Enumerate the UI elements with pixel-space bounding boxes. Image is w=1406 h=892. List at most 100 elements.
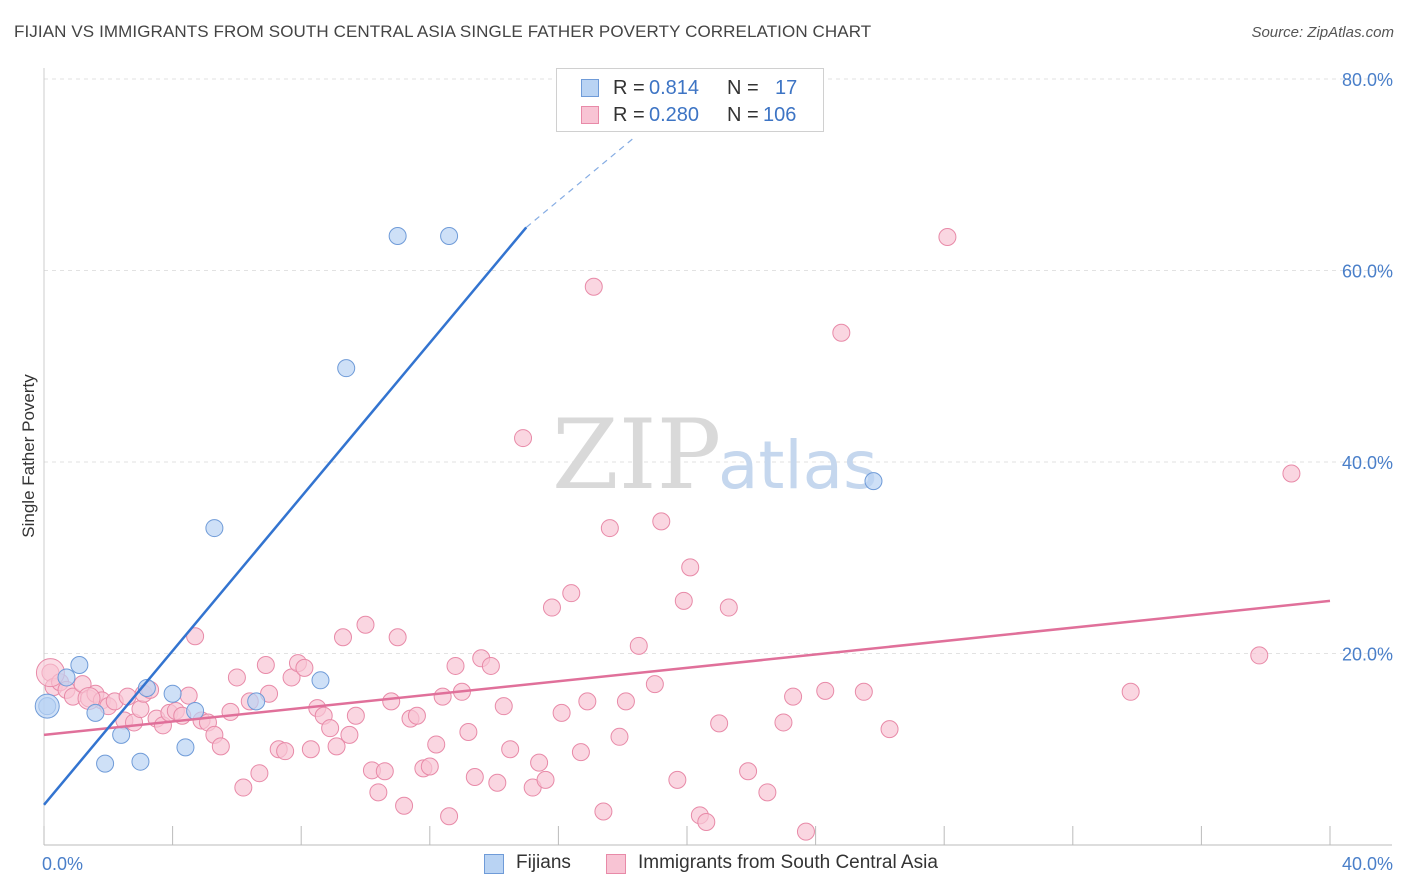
- watermark-zip: ZIP: [552, 399, 721, 511]
- legend-swatch-blue: [581, 79, 599, 97]
- legend-row-immigrants: R = 0.280 N = 106: [557, 102, 823, 128]
- immigrants-point: [179, 686, 198, 705]
- immigrants-point: [645, 675, 664, 694]
- immigrants-point: [774, 713, 793, 732]
- immigrants-point: [459, 723, 478, 742]
- immigrants-point: [796, 822, 815, 841]
- bottom-legend-label: Immigrants from South Central Asia: [638, 852, 938, 873]
- immigrants-point: [420, 757, 439, 776]
- immigrants-point: [710, 714, 729, 733]
- immigrants-point: [938, 227, 957, 246]
- immigrants-point: [276, 742, 295, 761]
- fijians-points: [34, 227, 883, 773]
- legend-n-label: N =: [727, 104, 759, 126]
- fijians-trend-line: [43, 226, 528, 806]
- immigrants-point: [571, 743, 590, 762]
- immigrants-point: [256, 655, 275, 674]
- y-axis-title: Single Father Poverty: [19, 374, 38, 538]
- immigrants-point: [250, 764, 269, 783]
- immigrants-point: [1121, 682, 1140, 701]
- immigrants-point: [295, 658, 314, 677]
- legend-r-value: 0.814: [649, 77, 700, 99]
- legend-r-value: 0.280: [649, 104, 700, 126]
- fijians-point: [96, 754, 115, 773]
- immigrants-point: [652, 512, 671, 531]
- legend-swatch-pink: [581, 106, 599, 124]
- x-tick-label: 0.0%: [42, 854, 83, 874]
- legend-r-label: R =: [613, 77, 645, 99]
- watermark-atlas: atlas: [718, 427, 878, 504]
- immigrants-point: [427, 735, 446, 754]
- bottom-legend-label: Fijians: [516, 852, 571, 873]
- legend-n-value: 17: [775, 77, 798, 99]
- immigrants-point: [221, 702, 240, 721]
- immigrants-point: [600, 519, 619, 538]
- immigrants-point: [578, 692, 597, 711]
- chart-title: FIJIAN VS IMMIGRANTS FROM SOUTH CENTRAL …: [14, 22, 872, 41]
- immigrants-point: [301, 740, 320, 759]
- immigrants-point: [697, 813, 716, 832]
- immigrants-point: [186, 627, 205, 646]
- immigrants-point: [465, 768, 484, 787]
- immigrants-point: [1250, 646, 1269, 665]
- fijians-point: [337, 359, 356, 378]
- fijians-point: [131, 752, 150, 771]
- immigrants-point: [552, 703, 571, 722]
- immigrants-point: [488, 773, 507, 792]
- immigrants-point: [395, 796, 414, 815]
- immigrants-point: [668, 770, 687, 789]
- grid: [44, 78, 1392, 654]
- immigrants-point: [375, 762, 394, 781]
- immigrants-trend-line: [43, 599, 1331, 737]
- immigrants-point: [321, 719, 340, 738]
- immigrants-point: [333, 628, 352, 647]
- correlation-legend: R = 0.814 N = 17 R = 0.280 N = 106: [556, 68, 824, 132]
- fijians-point: [57, 668, 76, 687]
- immigrants-point: [234, 778, 253, 797]
- fijians-point: [247, 692, 266, 711]
- immigrants-point: [594, 802, 613, 821]
- fijians-point: [137, 678, 156, 697]
- immigrants-point: [388, 628, 407, 647]
- immigrants-point: [739, 762, 758, 781]
- x-tick-label: 40.0%: [1342, 854, 1393, 874]
- fijians-point: [176, 738, 195, 757]
- immigrants-point: [1282, 464, 1301, 483]
- legend-swatch-blue: [484, 854, 504, 874]
- fijians-point: [70, 655, 89, 674]
- immigrants-point: [211, 737, 230, 756]
- fijians-point: [388, 227, 407, 246]
- immigrants-point: [536, 770, 555, 789]
- immigrants-point: [530, 753, 549, 772]
- immigrants-point: [407, 706, 426, 725]
- legend-r-label: R =: [613, 104, 645, 126]
- immigrants-point: [346, 706, 365, 725]
- fijians-point: [163, 684, 182, 703]
- fijians-trend-extension: [525, 135, 636, 228]
- legend-n-label: N =: [727, 77, 759, 99]
- source-label: Source: ZipAtlas.com: [1251, 24, 1394, 41]
- immigrants-point: [784, 687, 803, 706]
- immigrants-point: [440, 807, 459, 826]
- immigrants-point: [674, 591, 693, 610]
- immigrants-point: [131, 700, 150, 719]
- immigrants-point: [501, 740, 520, 759]
- legend-swatch-pink: [606, 854, 626, 874]
- trend-lines: [43, 135, 1331, 806]
- fijians-point: [311, 671, 330, 690]
- immigrants-point: [369, 783, 388, 802]
- fijians-point: [440, 227, 459, 246]
- immigrants-point: [719, 598, 738, 617]
- y-tick-label: 40.0%: [1342, 453, 1393, 473]
- y-tick-labels: 20.0% 40.0% 60.0% 80.0%: [1342, 70, 1393, 665]
- immigrants-point: [494, 697, 513, 716]
- immigrants-point: [610, 727, 629, 746]
- immigrants-points: [35, 227, 1301, 841]
- immigrants-point: [562, 584, 581, 603]
- fijians-point-large: [34, 693, 60, 719]
- legend-n-value: 106: [763, 104, 797, 126]
- immigrants-point: [446, 656, 465, 675]
- immigrants-point: [382, 692, 401, 711]
- immigrants-point: [758, 783, 777, 802]
- immigrants-point: [854, 682, 873, 701]
